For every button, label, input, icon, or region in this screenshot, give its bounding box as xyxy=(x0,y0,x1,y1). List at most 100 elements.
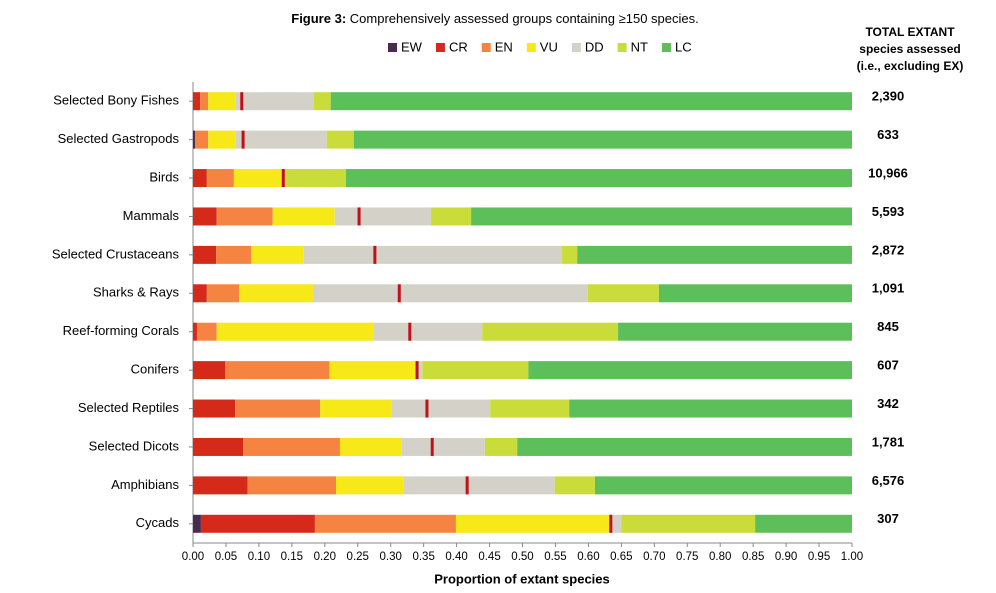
estimate-marker xyxy=(609,514,613,533)
bar-segment xyxy=(247,476,337,495)
bar-segment xyxy=(193,437,244,456)
total-label: 5,593 xyxy=(872,204,905,219)
total-label: 6,576 xyxy=(872,473,905,488)
estimate-marker xyxy=(397,284,401,303)
bar-segment xyxy=(658,284,852,303)
x-tick-label: 0.80 xyxy=(709,551,731,563)
estimate-marker xyxy=(281,169,285,188)
title-text: Comprehensively assessed groups containi… xyxy=(350,11,699,26)
x-tick-label: 0.40 xyxy=(445,551,467,563)
bar-segment xyxy=(329,361,416,380)
legend-label: DD xyxy=(585,39,604,54)
bar-segment xyxy=(208,130,236,149)
x-tick-label: 0.35 xyxy=(412,551,434,563)
bar-segment xyxy=(225,361,330,380)
bar-segment xyxy=(272,207,335,226)
bar-segment xyxy=(373,322,483,341)
total-label: 633 xyxy=(877,127,899,142)
total-label: 342 xyxy=(877,396,899,411)
legend-swatch xyxy=(617,43,627,52)
bar-segment xyxy=(587,284,659,303)
bar-segment xyxy=(569,399,852,418)
total-label: 307 xyxy=(877,511,899,526)
bar-segment xyxy=(233,169,283,188)
bar-segment xyxy=(320,399,392,418)
bar-segment xyxy=(208,92,236,111)
bar-segment xyxy=(200,514,315,533)
bar-segment xyxy=(401,437,485,456)
bar-segment xyxy=(353,130,852,149)
legend-swatch xyxy=(661,43,671,52)
bar-segment xyxy=(334,207,431,226)
bar-segment xyxy=(314,514,456,533)
bar-segment xyxy=(430,207,472,226)
bar-segment xyxy=(312,284,588,303)
x-tick-label: 0.30 xyxy=(380,551,402,563)
x-tick-label: 0.00 xyxy=(182,551,204,563)
legend-swatch xyxy=(435,43,445,52)
total-label: 2,872 xyxy=(872,242,905,257)
total-label: 1,091 xyxy=(872,281,905,296)
bar-segment xyxy=(193,399,236,418)
bar-segment xyxy=(206,169,234,188)
bar-segment xyxy=(216,207,273,226)
bar-segment xyxy=(284,169,346,188)
bar-segment xyxy=(562,245,578,264)
bar-segment xyxy=(235,399,321,418)
bar-segment xyxy=(482,322,619,341)
legend-label: VU xyxy=(540,39,558,54)
legend-label: EN xyxy=(495,39,513,54)
totals-header: TOTAL EXTANT xyxy=(865,25,955,39)
y-tick-label: Birds xyxy=(149,169,179,184)
bar-segment xyxy=(391,399,491,418)
totals-header: (i.e., excluding EX) xyxy=(857,59,964,73)
x-tick-label: 0.55 xyxy=(544,551,566,563)
legend-swatch xyxy=(481,43,491,52)
bar-segment xyxy=(612,514,622,533)
bar-segment xyxy=(484,437,518,456)
legend-swatch xyxy=(526,43,536,52)
bar-segment xyxy=(206,284,240,303)
bar-segment xyxy=(554,476,595,495)
bar-segment xyxy=(336,476,404,495)
estimate-marker xyxy=(415,361,419,380)
x-tick-label: 0.20 xyxy=(314,551,336,563)
bar-segment xyxy=(339,437,402,456)
bar-segment xyxy=(235,130,327,149)
bar-segment xyxy=(196,322,217,341)
legend-label: EW xyxy=(401,39,423,54)
estimate-marker xyxy=(240,92,244,111)
x-tick-label: 0.65 xyxy=(610,551,632,563)
bar-segment xyxy=(193,514,201,533)
bar-segment xyxy=(528,361,852,380)
y-tick-label: Selected Gastropods xyxy=(58,131,180,146)
estimate-marker xyxy=(430,437,434,456)
bar-segment xyxy=(313,92,331,111)
bar-segment xyxy=(403,476,555,495)
total-label: 1,781 xyxy=(872,434,905,449)
bar-segment xyxy=(490,399,570,418)
y-tick-label: Selected Bony Fishes xyxy=(53,93,179,108)
y-tick-label: Cycads xyxy=(136,515,180,530)
bar-segment xyxy=(471,207,852,226)
legend-swatch xyxy=(388,43,397,52)
x-tick-label: 0.05 xyxy=(215,551,237,563)
legend-label: NT xyxy=(631,39,648,54)
bar-segment xyxy=(330,92,853,111)
total-label: 2,390 xyxy=(872,89,905,104)
bar-segment xyxy=(235,92,314,111)
bar-segment xyxy=(216,322,374,341)
x-tick-label: 0.10 xyxy=(248,551,270,563)
bar-segment xyxy=(415,361,423,380)
x-tick-label: 0.25 xyxy=(347,551,369,563)
bar-segment xyxy=(455,514,613,533)
y-tick-label: Mammals xyxy=(123,208,180,223)
x-tick-label: 0.45 xyxy=(478,551,500,563)
legend-swatch xyxy=(571,43,581,52)
x-tick-label: 0.95 xyxy=(808,551,830,563)
bar-segment xyxy=(422,361,529,380)
bar-segment xyxy=(621,514,756,533)
x-tick-label: 0.85 xyxy=(742,551,764,563)
bar-segment xyxy=(193,361,226,380)
